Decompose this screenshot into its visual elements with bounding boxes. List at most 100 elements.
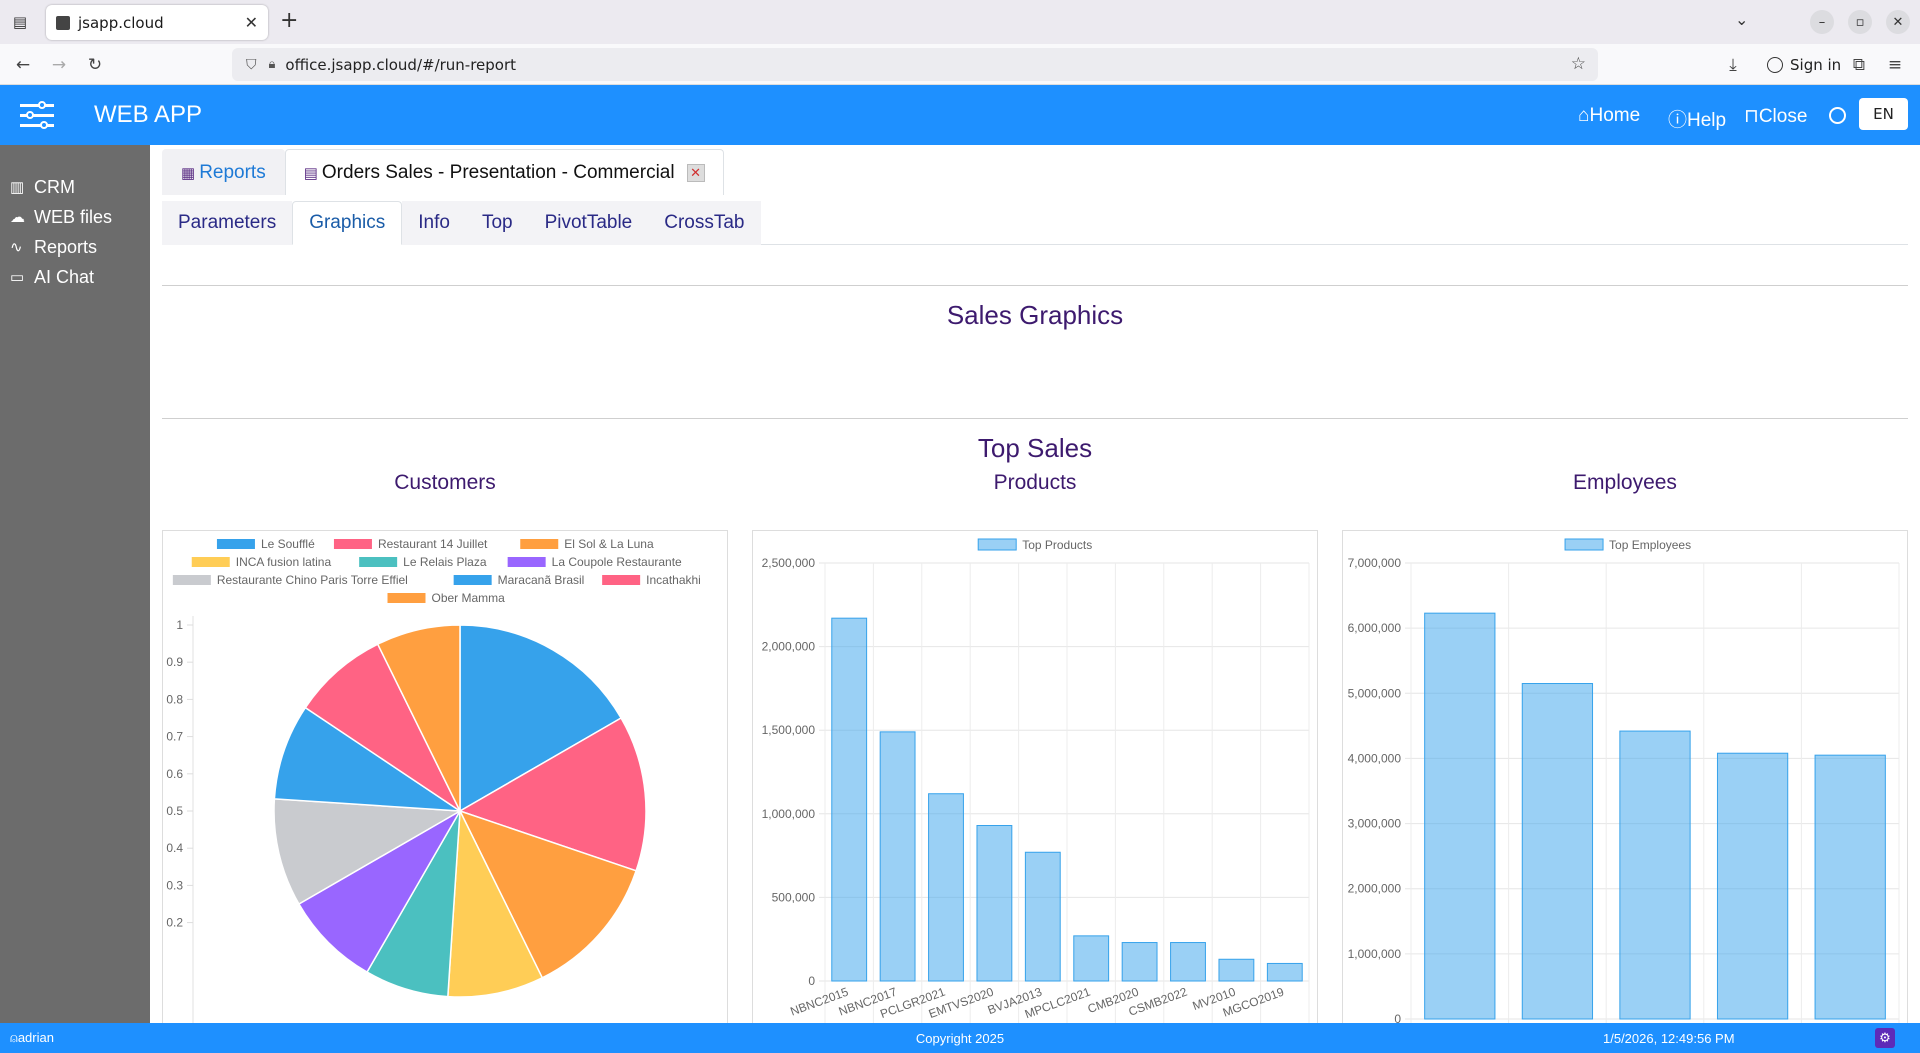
y-tick-label: 1,500,000 [762,723,816,737]
gear-icon[interactable]: ⚙ [1875,1028,1895,1048]
legend-label: Maracanã Brasil [498,573,585,587]
legend-label: Le Relais Plaza [403,555,487,569]
new-tab-icon[interactable]: + [280,8,299,33]
close-report-icon[interactable]: ✕ [686,163,705,182]
legend-label: El Sol & La Luna [564,537,654,551]
home-link[interactable]: ⌂Home [1578,105,1641,126]
products-chart: Top Products 0 500,000 1,000,000 1,500,000 2,… [752,530,1318,1023]
bar [1218,958,1255,982]
bar [1619,730,1691,1020]
user-small-icon: ⍝ [10,1030,18,1045]
tab-reports[interactable]: ▦ Reports [162,149,285,195]
lock-icon: 🔒︎ [268,57,276,72]
user-icon[interactable] [1829,107,1846,124]
legend-swatch [453,575,492,585]
legend-swatch [333,539,372,549]
close-window-icon[interactable]: ✕ [1886,10,1910,34]
tab-top[interactable]: Top [465,201,529,245]
bar [879,731,916,982]
app-header: WEB APP ⌂Home ⓘHelp ⊓Close EN [0,85,1920,145]
footer-user: ⍝adrian [10,1030,54,1045]
legend-swatch [520,539,559,549]
y-tick-label: 5,000,000 [1348,686,1402,700]
pie-slice [273,798,463,906]
download-icon[interactable]: ⤓ [1729,55,1737,75]
bar [1716,752,1789,1020]
back-icon[interactable]: ← [15,55,31,75]
activity-icon: ∿ [10,239,23,256]
home-icon: ⌂ [1578,105,1590,126]
browser-tab[interactable]: jsapp.cloud ✕ [46,5,268,40]
info-icon: ⓘ [1668,110,1688,131]
legend-swatch [977,538,1017,551]
browser-navbar: ← → ↻ ⛉ 🔒︎ office.jsapp.cloud/#/run-repo… [0,44,1920,85]
reload-icon[interactable]: ↻ [87,55,103,75]
account-icon [1767,56,1783,73]
sidebar-item-reports[interactable]: ∿ Reports [10,236,98,257]
y-tick-label: 1,000,000 [762,807,816,821]
pie-slice [458,809,638,979]
customers-title: Customers [394,471,496,494]
close-link[interactable]: ⊓Close [1744,106,1808,127]
chat-icon: ▭ [10,269,25,286]
url-bar[interactable]: ⛉ 🔒︎ office.jsapp.cloud/#/run-report ☆ [232,48,1598,81]
employees-chart: Top Employees 0 1,000,000 2,000,000 3,000,00… [1342,530,1908,1023]
y-tick-label: 4,000,000 [1348,751,1402,765]
favicon-icon [56,15,70,30]
legend-swatch [602,575,641,585]
tab-graphics[interactable]: Graphics [292,201,403,245]
bar [1521,683,1594,1020]
sign-in-button[interactable]: Sign in [1757,49,1851,80]
restore-icon[interactable]: ▫ [1848,10,1872,34]
legend-label: Top Products [1022,538,1092,552]
bar [1424,612,1496,1020]
tab-info[interactable]: Info [402,201,466,245]
browser-tab-title: jsapp.cloud [78,13,164,32]
y-tick-label: 0 [808,974,815,988]
y-tick-label: 0.9 [166,655,183,669]
bar [976,825,1013,982]
sidebar-item-crm[interactable]: ▥ CRM [10,176,75,197]
minimize-icon[interactable]: – [1810,10,1834,34]
tab-current-report[interactable]: ▤ Orders Sales - Presentation - Commerci… [284,149,724,195]
top-sales-title: Top Sales [977,433,1093,463]
tab-list-icon[interactable]: ▤ [12,13,28,31]
menu-icon[interactable]: ≡ [1887,55,1903,75]
sidebar-item-ai-chat[interactable]: ▭ AI Chat [10,266,95,287]
legend-label: Restaurante Chino Paris Torre Effiel [217,573,408,587]
bar [928,793,964,982]
url-text: office.jsapp.cloud/#/run-report [285,55,517,74]
employees-bar-svg: Top Employees 0 1,000,000 2,000,000 3,000,00… [1348,538,1900,1023]
forward-icon[interactable]: → [51,55,67,75]
legend-swatch [172,575,211,585]
pie-slice [297,808,463,974]
tab-pivottable[interactable]: PivotTable [528,201,649,245]
pie-slice [459,624,623,813]
language-selector[interactable]: EN [1859,98,1908,130]
y-tick-label: 7,000,000 [1348,556,1402,570]
y-tick-label: 2,000,000 [762,640,816,654]
help-link[interactable]: ⓘHelp [1668,110,1727,131]
browser-tabbar: ▤ jsapp.cloud ✕ + ⌄ – ▫ ✕ [0,0,1920,44]
y-tick-label: 6,000,000 [1348,621,1402,635]
building-icon: ▥ [10,179,25,196]
tab-crosstab[interactable]: CrossTab [648,201,761,245]
products-title: Products [993,471,1077,494]
y-tick-label: 2,000,000 [1348,882,1402,896]
extensions-icon[interactable]: ⧉ [1852,55,1866,75]
tab-parameters[interactable]: Parameters [162,201,293,245]
sidebar-item-web-files[interactable]: ☁︎ WEB files [10,206,113,227]
sign-in-label: Sign in [1790,55,1842,74]
divider [162,285,1908,286]
legend-swatch [387,593,426,603]
bar [1170,942,1206,982]
employees-title: Employees [1573,471,1677,494]
customers-chart: Le Soufflé Restaurant 14 Juillet El Sol & … [162,530,728,1023]
bookmark-star-icon[interactable]: ☆ [1570,54,1586,74]
y-tick-label: 0.8 [166,692,183,706]
chevron-down-icon[interactable]: ⌄ [1735,10,1749,29]
settings-sliders-icon[interactable] [20,100,54,130]
legend-label: Incathakhi [646,573,701,587]
legend-label: La Coupole Restaurante [552,555,682,569]
close-tab-icon[interactable]: ✕ [244,13,258,32]
